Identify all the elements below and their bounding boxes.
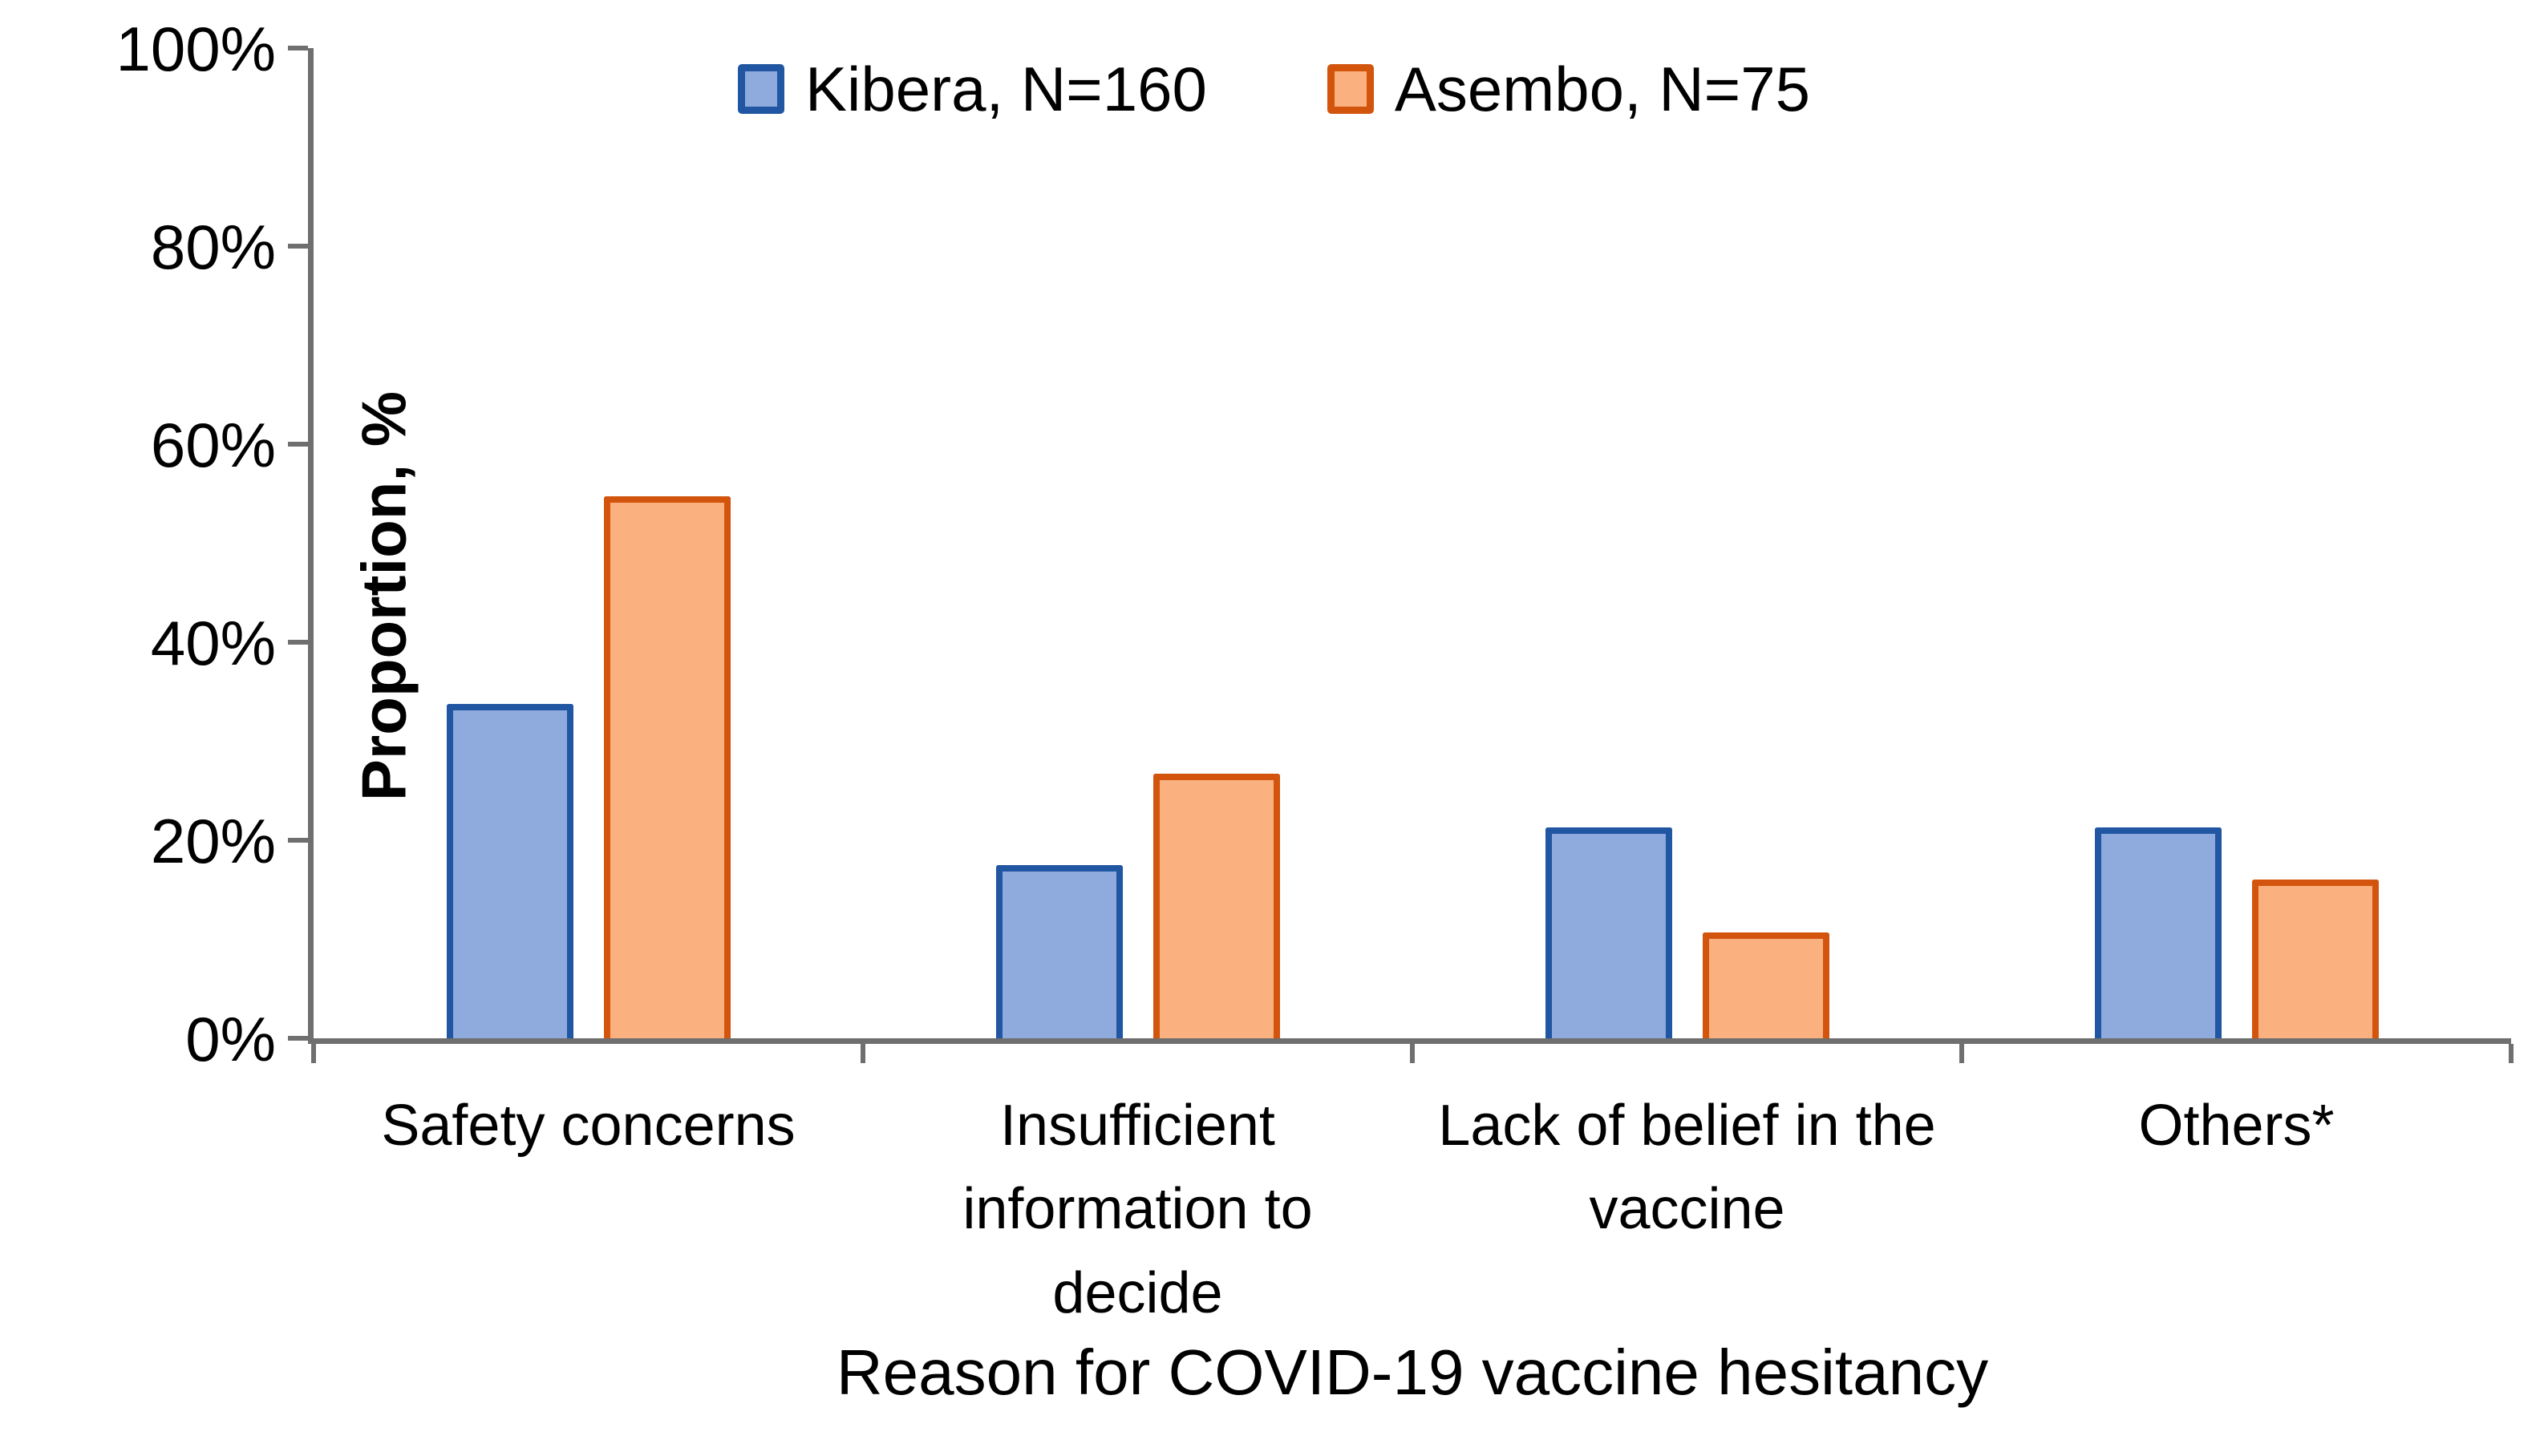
y-tick-label: 100% [115,14,277,84]
legend-swatch-icon [738,64,785,114]
y-tick-label: 0% [185,1004,276,1074]
y-tick-mark [288,640,308,645]
bar-group [2094,48,2379,1038]
bar [2094,827,2222,1038]
bar [995,865,1123,1038]
x-tick-mark [311,1044,316,1063]
legend-swatch-icon [1327,64,1374,114]
x-tick-mark [1410,1044,1415,1063]
y-tick-label: 20% [150,806,276,876]
legend-entry: Asembo, N=75 [1327,58,1810,120]
legend-entry: Kibera, N=160 [738,58,1207,120]
bar-group [1545,48,1829,1038]
x-tick-mark [2509,1044,2514,1063]
category-label: Others* [2138,1094,2335,1158]
y-tick-mark [288,1036,308,1041]
y-tick-label: 40% [150,608,276,678]
category-label: Lack of belief in the vaccine [1438,1094,1936,1242]
legend-label: Asembo, N=75 [1394,54,1810,124]
bar-group [446,48,731,1038]
y-tick-mark [288,442,308,447]
y-tick-mark [288,244,308,249]
bar [603,496,731,1038]
bar [2251,880,2379,1038]
bar [1702,932,1829,1038]
x-axis-title: Reason for COVID-19 vaccine hesitancy [836,1337,1989,1408]
bar [446,704,573,1038]
y-tick-label: 80% [150,212,276,282]
y-tick-mark [288,46,308,51]
legend-label: Kibera, N=160 [805,54,1207,124]
category-label: Safety concerns [381,1094,796,1158]
y-tick-label: 60% [150,410,276,480]
category-label: Insufficient information to decide [962,1094,1313,1325]
y-tick-mark [288,838,308,843]
x-tick-mark [1959,1044,1964,1063]
plot-area: Proportion, % [308,48,2511,1044]
bar [1545,827,1672,1038]
bar [1152,774,1280,1038]
chart-legend: Kibera, N=160 Asembo, N=75 [0,58,2548,120]
y-axis-title: Proportion, % [348,390,419,802]
x-tick-mark [861,1044,865,1063]
bar-group [995,48,1280,1038]
